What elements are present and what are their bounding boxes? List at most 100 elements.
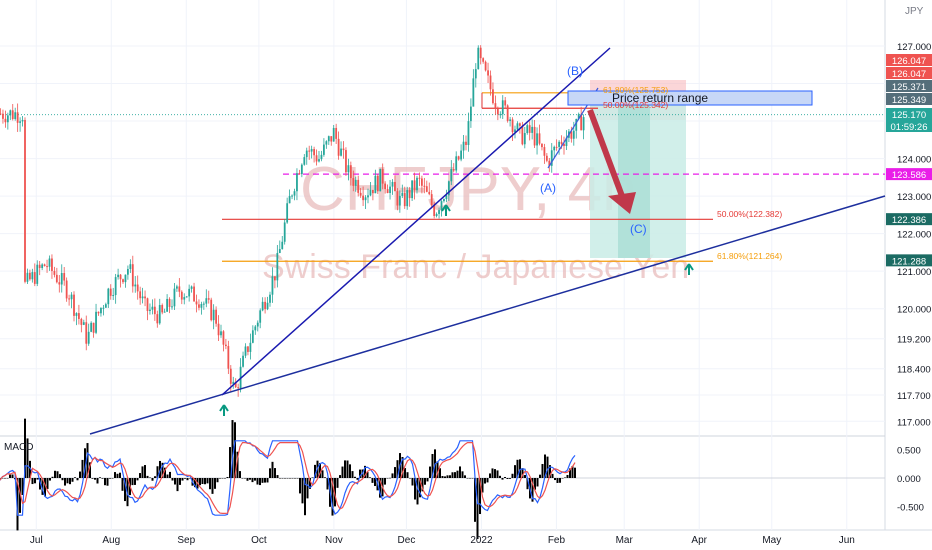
candle-body [244, 346, 247, 356]
macd-histogram-bar [116, 473, 119, 478]
macd-histogram-bar [416, 478, 419, 505]
candle-body [509, 119, 511, 121]
macd-histogram-bar [236, 451, 239, 478]
macd-histogram-bar [396, 460, 399, 478]
candle-body [46, 266, 48, 268]
macd-histogram-bar [139, 473, 141, 478]
candle-body [296, 173, 298, 192]
candle-body [543, 147, 546, 156]
macd-histogram-bar [31, 478, 34, 485]
macd-histogram-bar [21, 478, 24, 495]
macd-histogram-bar [364, 465, 366, 478]
macd-histogram-bar [451, 472, 454, 478]
macd-histogram-bar [286, 478, 289, 479]
candle-body [516, 123, 519, 130]
tag-126047-a-text: 126.047 [892, 56, 926, 67]
macd-histogram-bar [94, 478, 96, 480]
candle-body [283, 222, 286, 242]
y-tick-label: 124.000 [897, 155, 931, 166]
candle-body [16, 112, 19, 123]
candle-body [470, 106, 472, 122]
steep-trendline [221, 47, 611, 396]
risk-reward-tool[interactable] [590, 80, 686, 258]
candle-body [531, 126, 534, 133]
macd-histogram-bar [504, 476, 506, 478]
candle-body [80, 318, 83, 325]
macd-histogram-bar [0, 478, 1, 479]
macd-histogram-bar [391, 473, 394, 478]
macd-histogram-bar [224, 478, 226, 479]
candle-body [92, 322, 95, 333]
macd-histogram-bar [561, 478, 564, 479]
candle-body [109, 288, 112, 296]
macd-histogram-bar [521, 468, 524, 478]
candle-body [205, 298, 208, 304]
macd-histogram-bar [274, 468, 276, 478]
candle-body [95, 311, 97, 333]
candle-body [496, 108, 499, 115]
macd-pane[interactable] [0, 418, 885, 539]
candle-body [229, 368, 232, 384]
macd-histogram-bar [61, 478, 64, 481]
macd-histogram-bar [384, 478, 386, 485]
candle-body [153, 306, 156, 315]
candle-body [443, 199, 445, 202]
candle-body [207, 298, 210, 300]
macd-histogram-bar [326, 478, 329, 490]
macd-histogram-bar [76, 478, 79, 481]
macd-histogram-bar [231, 420, 234, 478]
macd-histogram-bar [401, 457, 404, 478]
macd-histogram-bar [279, 478, 281, 479]
macd-tick-label: 0.000 [897, 474, 921, 485]
macd-histogram-bar [306, 478, 309, 499]
tag-121288-text: 121.288 [892, 256, 926, 267]
candle-body [183, 297, 186, 300]
macd-histogram-bar [39, 478, 41, 490]
macd-histogram-bar [81, 459, 84, 478]
fib-618-lower-label: 61.80%(121.264) [717, 251, 782, 261]
candle-body [225, 344, 227, 347]
candle-body [423, 185, 426, 187]
macd-histogram-bar [186, 478, 189, 481]
macd-histogram-bar [239, 471, 241, 478]
candle-body [286, 203, 289, 223]
macd-histogram-bar [489, 473, 491, 478]
x-tick-label: Aug [102, 535, 120, 546]
candle-body [345, 150, 347, 173]
candle-body [379, 168, 382, 192]
candle-body [310, 149, 313, 152]
candle-body [298, 173, 301, 175]
macd-histogram-bar [19, 478, 21, 513]
candle-body [127, 269, 129, 275]
macd-histogram-bar [324, 477, 326, 478]
candle-body [447, 181, 450, 196]
macd-histogram-bar [9, 473, 11, 478]
x-tick-label: Apr [691, 535, 707, 546]
candle-body [141, 296, 144, 299]
price-tags: 126.047 126.047 125.371 125.349 125.17001:59… [886, 54, 932, 267]
candle-body [440, 201, 443, 211]
candle-body [315, 155, 318, 162]
macd-histogram-bar [516, 459, 519, 478]
candle-body [325, 141, 328, 145]
macd-histogram-bar [491, 468, 494, 478]
tag-126047-b-text: 126.047 [892, 69, 926, 80]
candle-body [528, 125, 531, 133]
macd-histogram-bar [146, 475, 149, 478]
candle-body [425, 186, 428, 192]
macd-histogram-bar [104, 478, 106, 486]
macd-histogram-bar [334, 478, 336, 507]
candle-body [131, 264, 134, 287]
candle-body [563, 143, 565, 146]
macd-histogram-bar [71, 478, 74, 482]
macd-histogram-bar [429, 466, 431, 478]
macd-histogram-bar [366, 472, 369, 478]
candle-body [428, 191, 431, 195]
candle-body [281, 241, 284, 250]
macd-tick-label: -0.500 [897, 503, 924, 514]
candle-body [166, 298, 168, 312]
candle-body [369, 189, 372, 196]
trendlines[interactable] [89, 47, 886, 435]
